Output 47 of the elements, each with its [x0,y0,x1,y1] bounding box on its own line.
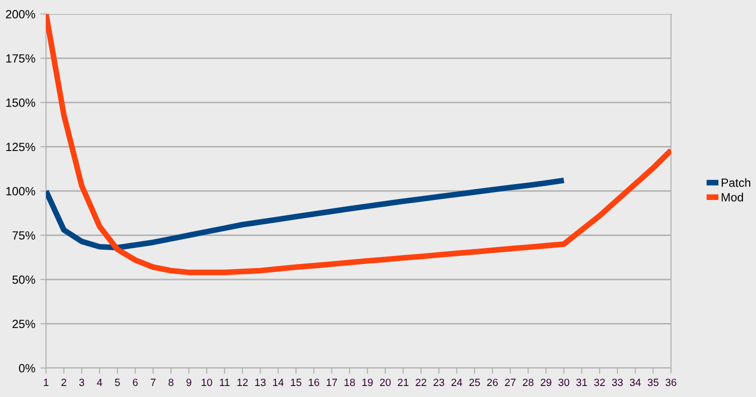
x-tick-label: 12 [237,378,248,386]
x-tick-label: 15 [291,378,302,386]
legend-label: Mod [722,192,743,202]
y-tick-label: 75% [12,231,36,240]
x-tick-label: 7 [150,378,156,386]
x-tick-label: 14 [273,378,284,386]
y-tick-label: 125% [6,142,36,152]
x-tick-label: 18 [344,378,355,386]
x-tick-label: 22 [416,378,426,386]
y-tick-label: 100% [6,187,36,196]
y-tick-label: 0% [18,364,36,372]
y-tick-label: 200% [6,10,36,18]
x-tick-label: 2 [61,378,66,386]
x-tick-label: 27 [505,378,516,386]
x-tick-label: 32 [594,378,605,386]
y-tick-label: 25% [12,320,36,328]
x-tick-label: 24 [451,378,462,386]
y-tick-label: 150% [6,98,36,107]
x-tick-label: 16 [308,378,320,386]
y-tick-label: 175% [6,54,36,63]
x-tick-label: 13 [255,378,266,386]
x-tick-label: 28 [522,378,534,386]
x-tick-label: 8 [168,378,174,386]
x-tick-label: 30 [558,378,570,386]
x-tick-label: 36 [666,378,676,386]
x-tick-label: 17 [326,378,337,386]
x-tick-label: 34 [630,378,641,386]
x-tick-label: 26 [487,378,498,386]
x-tick-label: 19 [362,378,373,386]
x-tick-label: 5 [114,378,120,386]
legend-label: Patch [722,178,750,187]
y-tick-label: 50% [12,276,36,284]
x-tick-label: 29 [540,378,552,386]
x-tick-label: 23 [434,378,444,386]
x-tick-label: 10 [202,378,212,386]
x-tick-label: 11 [220,378,230,386]
x-tick-label: 20 [380,378,391,386]
x-tick-label: 3 [79,378,84,386]
x-tick-label: 4 [96,378,102,386]
x-tick-label: 25 [469,378,480,386]
x-tick-label: 1 [44,378,48,386]
x-tick-label: 6 [132,378,138,386]
x-tick-label: 21 [398,378,408,386]
x-tick-label: 9 [186,378,192,386]
x-tick-label: 33 [612,378,623,386]
x-tick-label: 35 [648,378,658,386]
x-tick-label: 31 [576,378,587,386]
